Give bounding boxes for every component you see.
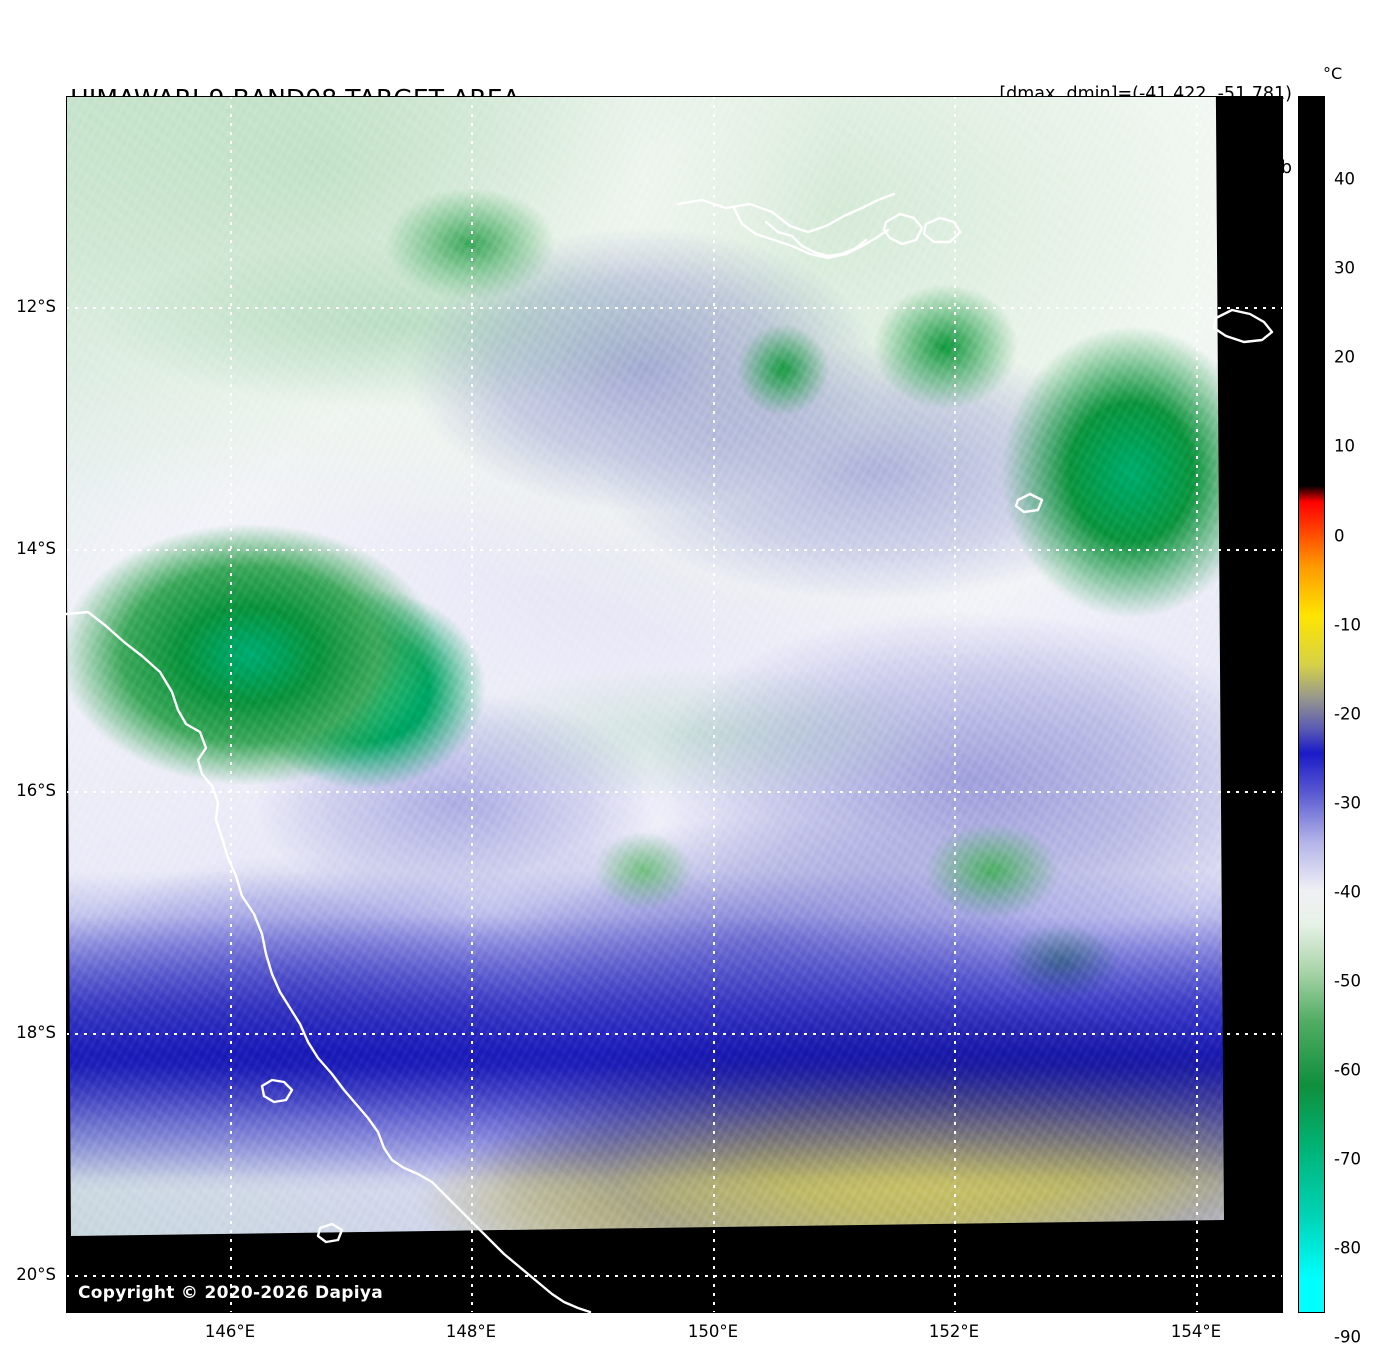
colorbar-tick-m90: -90: [1334, 1327, 1361, 1347]
satellite-image-plot: [66, 96, 1283, 1313]
x-tick-label-152E: 152°E: [928, 1322, 980, 1341]
colorbar-gradient: [1299, 97, 1324, 1312]
colorbar-tick-10: 10: [1334, 436, 1355, 456]
gridline-latitude-12: [66, 307, 1283, 309]
gridline-latitude-20: [66, 1275, 1283, 1277]
cloud-texture-overlay: [66, 96, 1224, 1236]
x-tick-label-146E: 146°E: [204, 1322, 256, 1341]
colorbar-tick-0: 0: [1334, 526, 1345, 546]
colorbar: [1298, 96, 1325, 1313]
x-tick-label-148E: 148°E: [445, 1322, 497, 1341]
gridline-longitude-148: [471, 96, 473, 1313]
gridline-longitude-154: [1196, 96, 1198, 1313]
colorbar-tick-m10: -10: [1334, 615, 1361, 635]
gridline-latitude-14: [66, 549, 1283, 551]
colorbar-tick-m30: -30: [1334, 793, 1361, 813]
colorbar-tick-20: 20: [1334, 347, 1355, 367]
colorbar-tick-m40: -40: [1334, 882, 1361, 902]
x-tick-label-154E: 154°E: [1170, 1322, 1222, 1341]
gridline-latitude-18: [66, 1033, 1283, 1035]
satellite-swath: [66, 96, 1224, 1236]
colorbar-tick-m80: -80: [1334, 1238, 1361, 1258]
x-tick-label-150E: 150°E: [687, 1322, 739, 1341]
colorbar-tick-m50: -50: [1334, 971, 1361, 991]
gridline-longitude-152: [954, 96, 956, 1313]
colorbar-tick-40: 40: [1334, 169, 1355, 189]
gridline-longitude-150: [713, 96, 715, 1313]
colorbar-tick-30: 30: [1334, 258, 1355, 278]
copyright-label: Copyright © 2020-2026 Dapiya: [78, 1283, 383, 1303]
colorbar-unit-label: °C: [1323, 64, 1343, 83]
coastline-island-far-east: [1212, 308, 1274, 344]
gridline-longitude-146: [230, 96, 232, 1313]
colorbar-tick-m70: -70: [1334, 1149, 1361, 1169]
gridline-latitude-16: [66, 791, 1283, 793]
colorbar-tick-m20: -20: [1334, 704, 1361, 724]
colorbar-tick-m60: -60: [1334, 1060, 1361, 1080]
